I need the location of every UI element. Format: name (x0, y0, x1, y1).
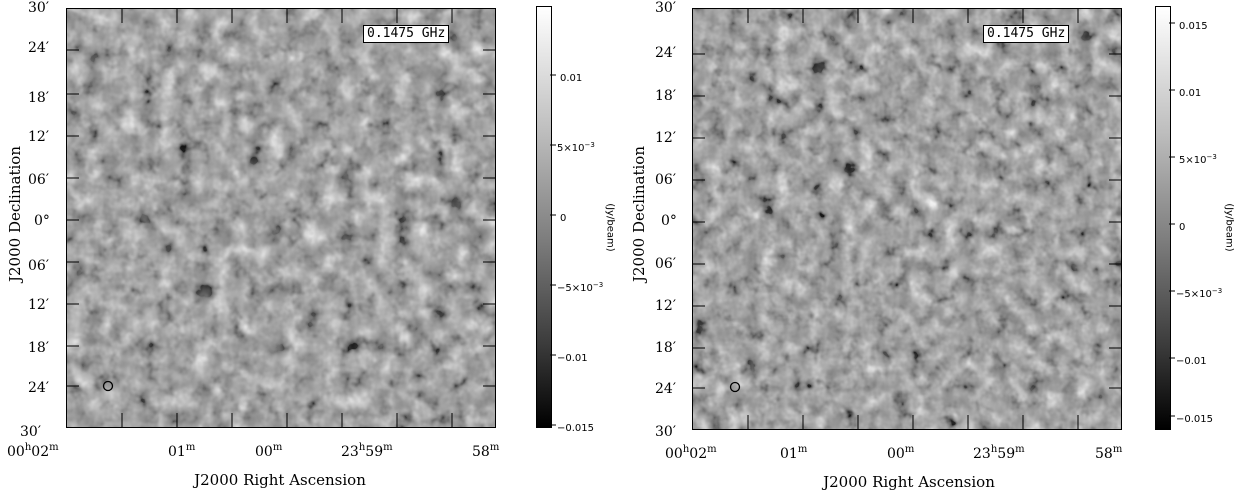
noise-texture (693, 9, 1121, 429)
colorbar-tick-label: 5×10−3 (1179, 153, 1217, 166)
colorbar-unit-label: (Jy/beam) (1223, 203, 1235, 252)
frequency-label: 0.1475 GHz (983, 25, 1070, 43)
dec-tick-label: 30′ (655, 0, 676, 16)
beam-marker-icon (102, 380, 114, 392)
colorbar-tick-label: −0.015 (557, 423, 595, 434)
dec-tick-label: 24′ (655, 381, 676, 397)
left-image-panel: J2000 Declination 30′ 24′ 18′ 12′ 06′ 0°… (6, 0, 616, 489)
radio-map-image: 0.1475 GHz (692, 8, 1122, 430)
colorbar-tick-label: −0.015 (1176, 414, 1214, 425)
colorbar-tick-label: −0.01 (557, 353, 588, 364)
y-axis-label: J2000 Declination (630, 146, 648, 282)
dec-tick-label: 24′ (655, 45, 676, 61)
colorbar (1155, 6, 1171, 430)
colorbar-tick-label: 0.01 (1179, 88, 1202, 99)
dec-tick-label: 06′ (655, 172, 676, 188)
ra-tick-label: 01m (780, 444, 808, 462)
x-axis-label: J2000 Right Ascension (194, 471, 366, 489)
dec-tick-label: 06′ (28, 258, 49, 274)
dec-tick-label: 30′ (20, 424, 41, 440)
ra-tick-label: 58m (472, 442, 500, 460)
right-image-panel: J2000 Declination 30′ 24′ 18′ 12′ 06′ 0°… (629, 0, 1258, 496)
colorbar-tick-label: 5×10−3 (557, 141, 595, 154)
dec-tick-label: 0° (34, 213, 50, 229)
colorbar-tick-label: 0.01 (560, 73, 583, 84)
dec-tick-label: 24′ (28, 40, 49, 56)
colorbar-tick-label: 0 (1179, 222, 1186, 233)
ra-tick-label: 23h59m (341, 442, 393, 460)
x-axis-label: J2000 Right Ascension (823, 473, 995, 491)
colorbar-tick-label: −0.01 (1176, 356, 1207, 367)
radio-map-image: 0.1475 GHz (66, 8, 496, 428)
dec-tick-label: 12′ (28, 129, 49, 145)
dec-tick-label: 0° (661, 213, 677, 229)
beam-marker-icon (729, 381, 741, 393)
ra-tick-label: 00h02m (7, 442, 59, 460)
dec-tick-label: 12′ (655, 130, 676, 146)
colorbar-tick-label: 0.015 (1179, 21, 1208, 32)
dec-tick-label: 30′ (655, 424, 676, 440)
dec-tick-label: 30′ (28, 0, 49, 16)
colorbar-tick-label: 0 (560, 213, 567, 224)
dec-tick-label: 06′ (655, 256, 676, 272)
frequency-label: 0.1475 GHz (363, 25, 450, 43)
ra-tick-label: 23h59m (973, 444, 1025, 462)
ra-tick-label: 00m (887, 444, 915, 462)
dec-tick-label: 18′ (28, 90, 49, 106)
ra-tick-label: 00m (255, 442, 283, 460)
dec-tick-label: 06′ (28, 172, 49, 188)
dec-tick-label: 12′ (655, 298, 676, 314)
colorbar-tick-label: −5×10−3 (1176, 287, 1223, 300)
dec-tick-label: 24′ (28, 380, 49, 396)
dec-tick-label: 18′ (655, 88, 676, 104)
colorbar-tick-label: −5×10−3 (557, 281, 604, 294)
ra-tick-label: 01m (168, 442, 196, 460)
ra-tick-label: 00h02m (665, 444, 717, 462)
noise-texture (67, 9, 495, 427)
dec-tick-label: 18′ (28, 340, 49, 356)
ra-tick-label: 58m (1095, 444, 1123, 462)
dec-tick-label: 18′ (655, 340, 676, 356)
y-axis-label: J2000 Declination (6, 146, 24, 282)
dec-tick-label: 12′ (28, 297, 49, 313)
colorbar (536, 6, 552, 428)
colorbar-unit-label: (Jy/beam) (604, 203, 616, 252)
